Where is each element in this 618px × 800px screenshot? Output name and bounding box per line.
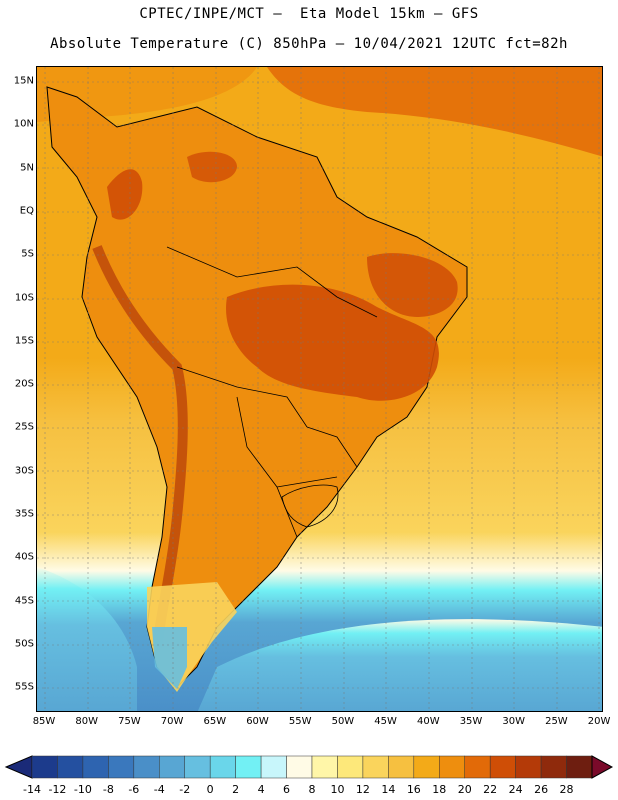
lon-label: 85W — [32, 716, 56, 727]
lat-label: 15N — [13, 75, 34, 87]
colorbar-low-arrow — [4, 755, 33, 779]
colorbar-label: 2 — [232, 783, 240, 796]
lat-label: 5S — [21, 248, 34, 260]
lon-label: 80W — [75, 716, 98, 727]
continent-shape — [46, 86, 468, 688]
colorbar-swatch — [82, 755, 109, 779]
colorbar-swatch — [311, 755, 338, 779]
colorbar-label: 16 — [406, 783, 421, 796]
colorbar-swatch — [209, 755, 236, 779]
colorbar-swatch — [286, 755, 313, 779]
lon-label: 40W — [416, 716, 440, 727]
lat-label: 10S — [14, 292, 34, 303]
lon-label: 25W — [545, 716, 568, 727]
colorbar-label: -4 — [153, 783, 165, 796]
colorbar-swatch — [489, 755, 516, 779]
colorbar-swatch — [413, 755, 440, 779]
lon-label: 65W — [203, 716, 227, 727]
colorbar-swatch — [540, 755, 567, 779]
lon-label: 20W — [587, 716, 611, 727]
lat-label: 30S — [14, 465, 34, 477]
lat-label: 55S — [14, 681, 34, 693]
colorbar-label: 22 — [483, 783, 498, 796]
colorbar-label: -8 — [102, 783, 114, 796]
colorbar-swatch — [337, 755, 364, 779]
lon-label: 70W — [160, 716, 184, 727]
colorbar-swatch — [159, 755, 185, 779]
colorbar-high-arrow — [591, 755, 614, 779]
colorbar-swatch — [31, 755, 58, 779]
colorbar — [4, 755, 614, 779]
colorbar-swatch — [439, 755, 465, 779]
lat-label: 40S — [14, 551, 34, 563]
colorbar-swatch — [57, 755, 84, 779]
lat-label: 5N — [20, 162, 34, 174]
colorbar-label: 0 — [206, 783, 214, 796]
colorbar-swatch — [464, 755, 491, 779]
colorbar-label: 6 — [283, 783, 291, 796]
lon-label: 55W — [288, 716, 312, 727]
colorbar-swatch — [362, 755, 389, 779]
lon-label: 75W — [118, 716, 141, 727]
colorbar-swatch — [566, 755, 593, 779]
colorbar-label: 12 — [355, 783, 370, 796]
colorbar-label: -14 — [23, 783, 41, 796]
colorbar-label: 18 — [432, 783, 447, 796]
colorbar-swatch — [388, 755, 415, 779]
colorbar-swatch — [235, 755, 262, 779]
colorbar-swatch — [260, 755, 287, 779]
colorbar-label: 14 — [381, 783, 396, 796]
map-title: CPTEC/INPE/MCT – Eta Model 15km – GFS — [139, 6, 479, 22]
lat-label: 10N — [13, 118, 34, 130]
colorbar-swatch — [108, 755, 135, 779]
colorbar-label: 24 — [508, 783, 523, 796]
lat-label: 50S — [14, 638, 34, 650]
colorbar-label: 28 — [559, 783, 574, 796]
colorbar-swatch — [515, 755, 542, 779]
colorbar-label: 20 — [457, 783, 472, 796]
lat-label: EQ — [19, 205, 34, 217]
lat-label: 45S — [14, 595, 34, 607]
map-svg — [37, 67, 602, 711]
temperature-map — [36, 66, 603, 712]
lat-label: 25S — [14, 421, 34, 433]
lon-label: 30W — [502, 716, 525, 727]
lon-label: 35W — [459, 716, 483, 727]
colorbar-label: 4 — [257, 783, 265, 796]
map-subtitle: Absolute Temperature (C) 850hPa – 10/04/… — [50, 36, 568, 52]
colorbar-label: -12 — [48, 783, 67, 796]
lon-label: 60W — [246, 716, 269, 727]
lon-label: 50W — [331, 716, 355, 727]
colorbar-label: 26 — [534, 783, 549, 796]
lat-label: 15S — [14, 335, 34, 347]
colorbar-label: -6 — [128, 783, 140, 796]
lon-label: 45W — [374, 716, 397, 727]
colorbar-label: -2 — [179, 783, 191, 796]
colorbar-label: -10 — [73, 783, 92, 796]
colorbar-swatch — [184, 755, 211, 779]
colorbar-swatch — [133, 755, 160, 779]
country-borders — [166, 246, 378, 538]
lat-label: 35S — [14, 508, 34, 520]
lat-label: 20S — [14, 378, 34, 390]
colorbar-label: 8 — [308, 783, 316, 796]
colorbar-label: 10 — [330, 783, 345, 796]
